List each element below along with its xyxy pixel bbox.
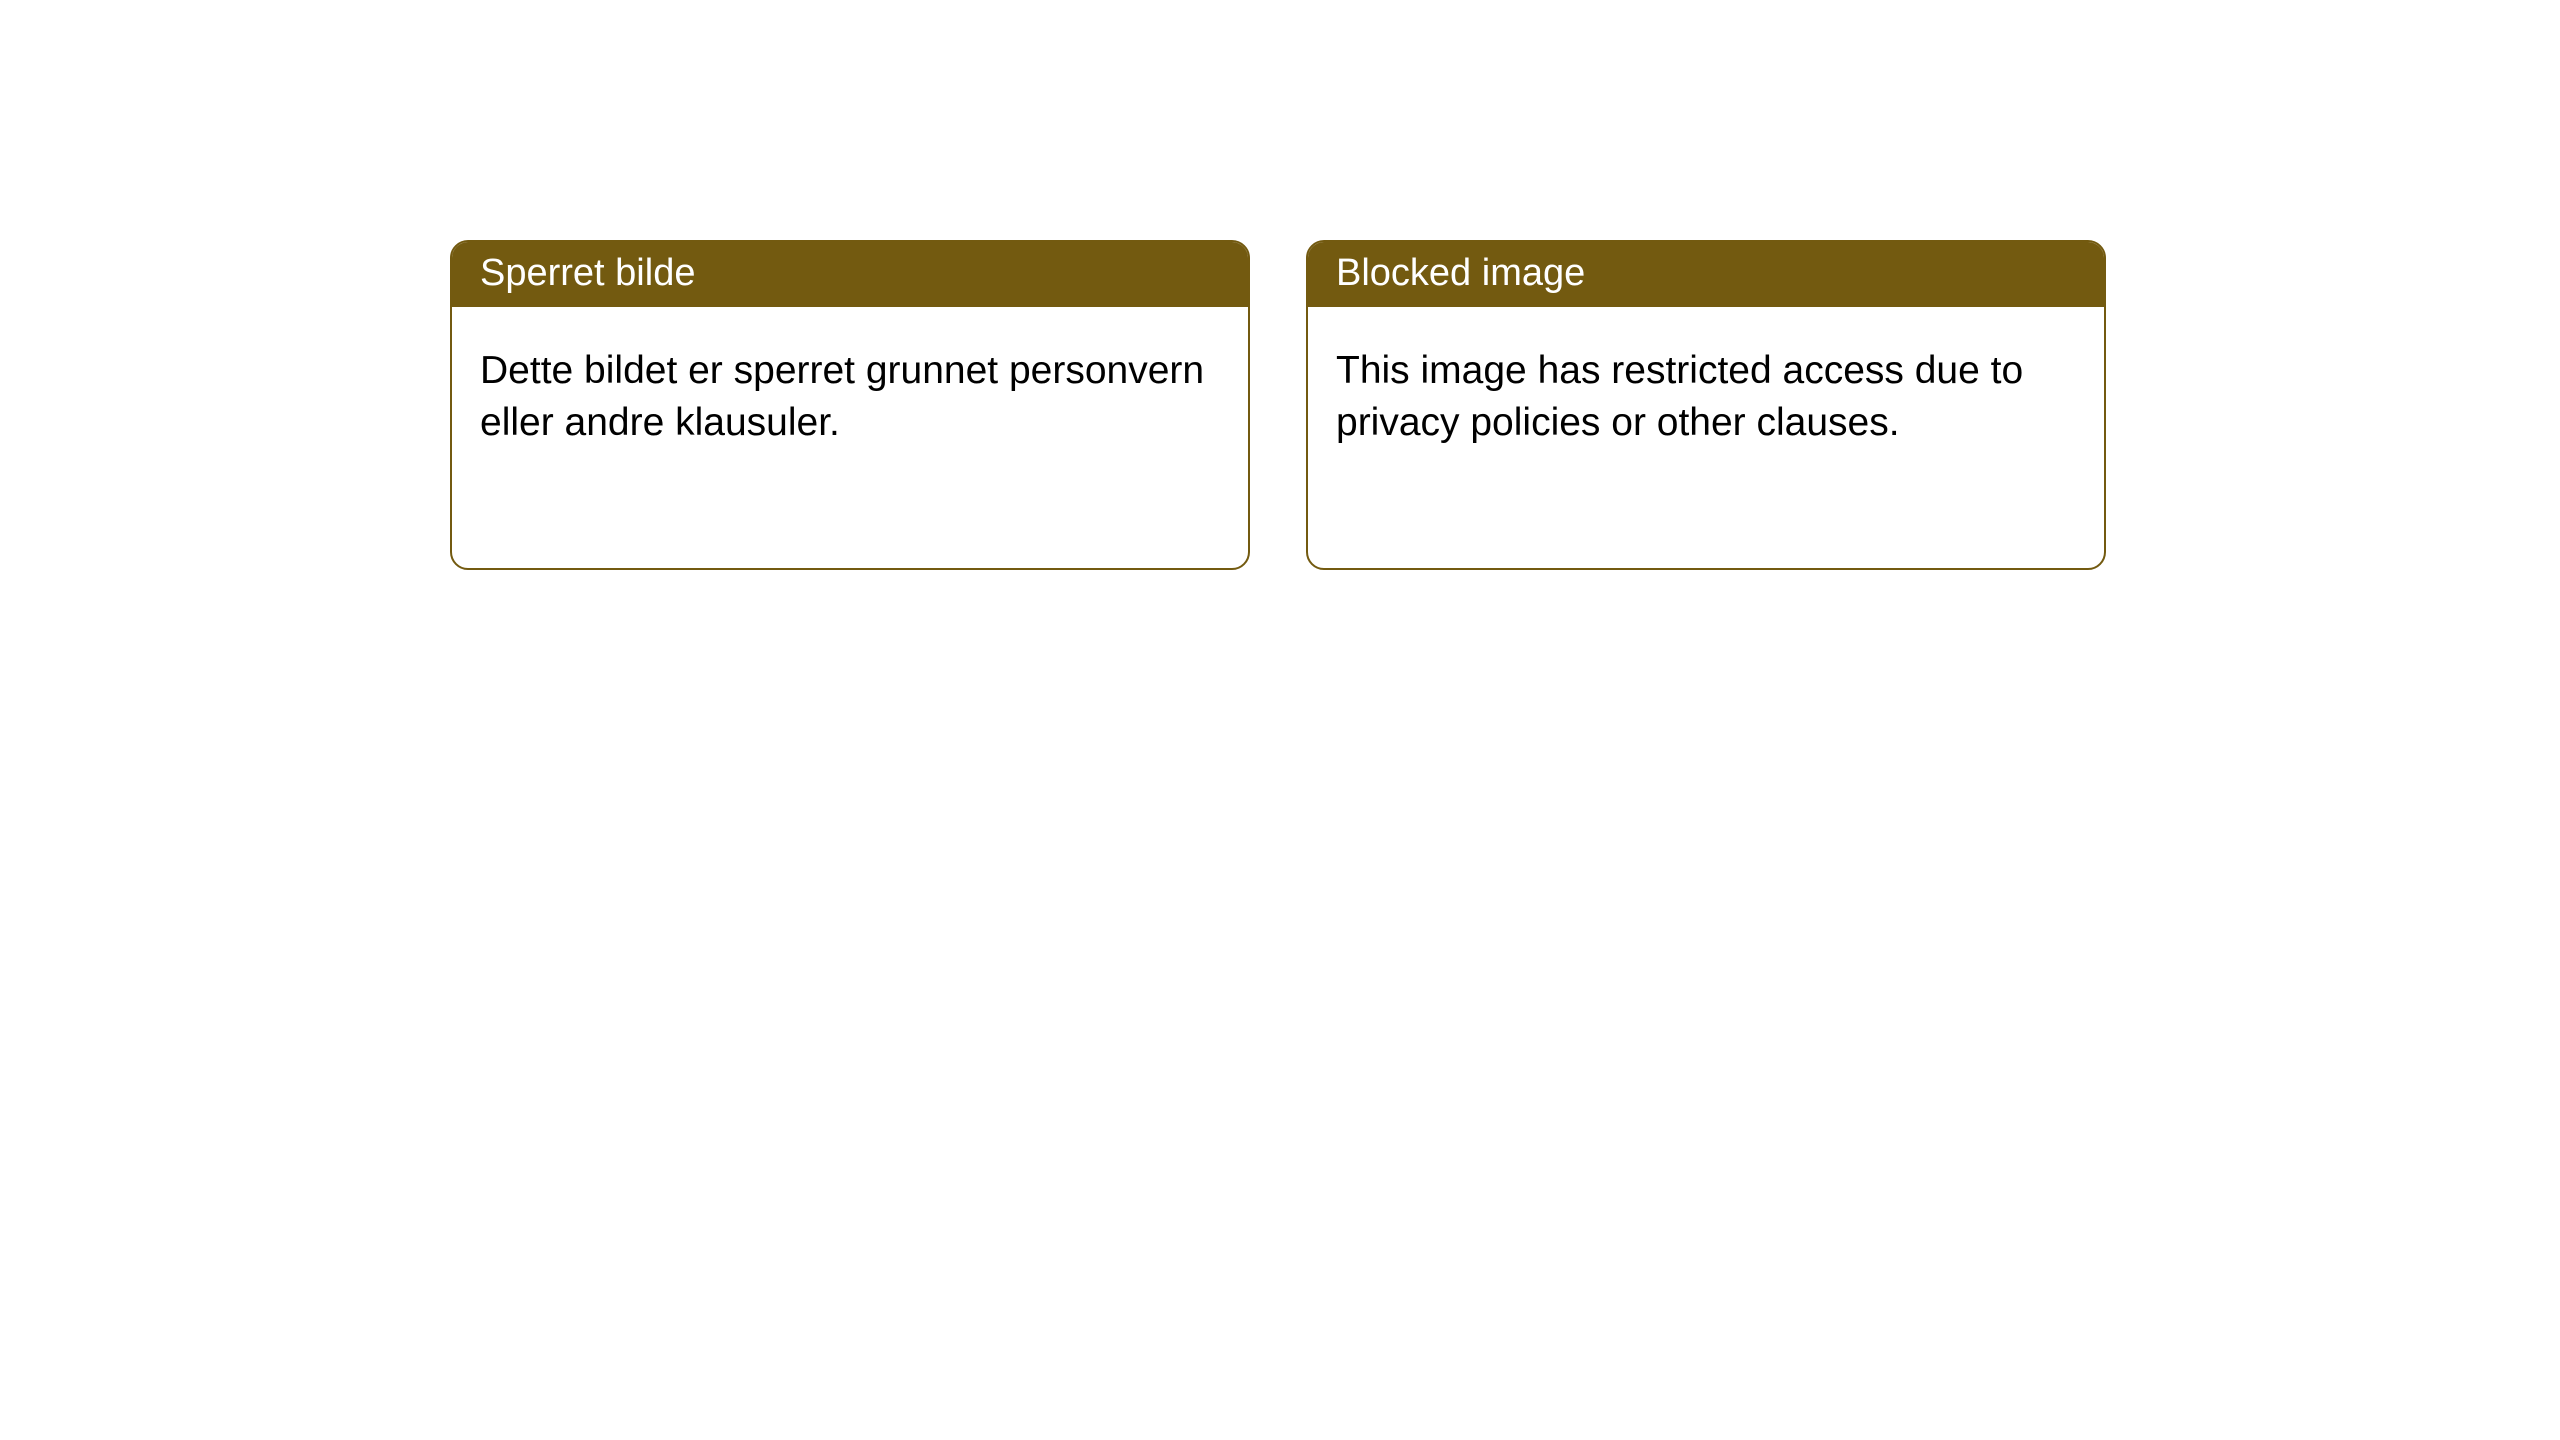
notice-card-title: Blocked image bbox=[1336, 252, 1585, 294]
notice-card-title: Sperret bilde bbox=[480, 252, 695, 294]
notice-card-body: This image has restricted access due to … bbox=[1308, 307, 2104, 477]
notice-card-header: Sperret bilde bbox=[452, 242, 1248, 307]
notice-card-body-text: This image has restricted access due to … bbox=[1336, 349, 2023, 444]
notice-card-body: Dette bildet er sperret grunnet personve… bbox=[452, 307, 1248, 477]
notice-card-norwegian: Sperret bilde Dette bildet er sperret gr… bbox=[450, 240, 1250, 570]
notice-card-body-text: Dette bildet er sperret grunnet personve… bbox=[480, 349, 1204, 444]
notice-card-header: Blocked image bbox=[1308, 242, 2104, 307]
notice-container: Sperret bilde Dette bildet er sperret gr… bbox=[0, 0, 2560, 570]
notice-card-english: Blocked image This image has restricted … bbox=[1306, 240, 2106, 570]
